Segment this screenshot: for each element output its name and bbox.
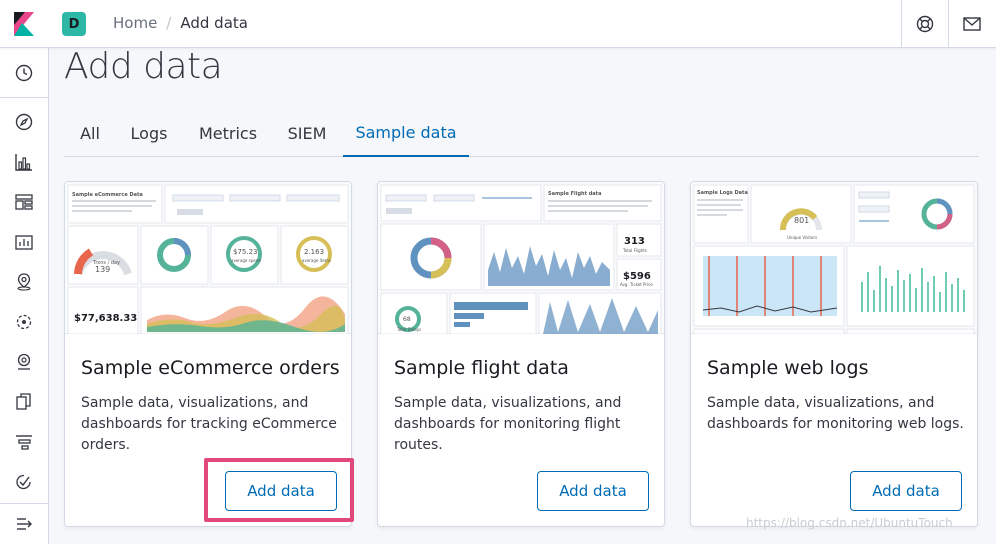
help-lifebuoy-icon <box>916 15 933 33</box>
kibana-logo-icon[interactable] <box>0 0 48 48</box>
logs-icon <box>16 393 31 410</box>
dashboard-icon <box>15 194 33 210</box>
nav-canvas[interactable] <box>0 222 48 262</box>
canvas-icon <box>15 235 33 250</box>
uptime-icon <box>16 474 31 490</box>
card-title: Sample eCommerce orders <box>81 357 340 379</box>
tab-metrics[interactable]: Metrics <box>198 124 258 143</box>
breadcrumb-separator: / <box>166 14 172 32</box>
add-flight-data-button[interactable]: Add data <box>537 471 649 511</box>
nav-machine-learning[interactable] <box>0 302 48 342</box>
thumb-heading: Sample eCommerce Data <box>72 192 143 198</box>
page-title: Add data <box>64 46 223 87</box>
side-nav <box>0 48 49 544</box>
nav-collapse-toggle[interactable] <box>0 504 48 544</box>
thumb-gauge-caption: Unique Visitors <box>787 235 817 240</box>
add-web-logs-data-button[interactable]: Add data <box>850 471 962 511</box>
thumb-donut2-caption: average items <box>302 258 331 263</box>
flights-dashboard-thumbnail: Sample Flight data 313 Total Flights $59… <box>378 182 664 335</box>
apm-icon <box>16 435 32 450</box>
thumb-gauge-caption: Trxns / day <box>92 260 120 266</box>
add-ecommerce-data-button[interactable]: Add data <box>225 471 337 511</box>
card-sample-flights: Sample Flight data 313 Total Flights $59… <box>377 181 665 527</box>
card-sample-ecommerce: Sample eCommerce Data Trxns / day 139 $7… <box>64 181 352 527</box>
tab-siem[interactable]: SIEM <box>287 124 327 143</box>
nav-uptime[interactable] <box>0 462 48 502</box>
thumb-heading: Sample Flight data <box>548 191 601 197</box>
nav-visualize[interactable] <box>0 142 48 182</box>
mail-icon <box>962 17 981 31</box>
breadcrumb: Home / Add data <box>113 14 248 32</box>
card-description: Sample data, visualizations, and dashboa… <box>394 395 622 453</box>
card-description: Sample data, visualizations, and dashboa… <box>707 395 964 432</box>
nav-dashboard[interactable] <box>0 182 48 222</box>
thumb-metric2: $596 <box>623 271 651 282</box>
space-avatar[interactable]: D <box>62 12 86 36</box>
thumb-gauge-value: 801 <box>794 216 809 225</box>
thumb-metric1-caption: Total Flights <box>622 248 647 253</box>
compass-icon <box>15 113 33 131</box>
thumb-total: $77,638.33 <box>74 313 137 324</box>
thumb-donut-value: 68 <box>403 316 411 323</box>
thumb-heading: Sample Logs Data <box>697 190 748 196</box>
newsfeed-button[interactable] <box>948 0 994 48</box>
visualize-chart-icon <box>15 154 32 171</box>
thumb-donut-caption: Total Delays <box>396 327 421 332</box>
nav-discover[interactable] <box>0 102 48 142</box>
thumb-metric2-caption: Avg. Ticket Price <box>620 282 653 287</box>
thumb-gauge-value: 139 <box>95 265 110 274</box>
thumb-metric1: 313 <box>624 236 645 247</box>
top-header: D Home / Add data <box>0 0 996 48</box>
nav-divider <box>0 503 48 504</box>
nav-infrastructure[interactable] <box>0 342 48 382</box>
breadcrumb-current: Add data <box>180 14 248 32</box>
tab-all[interactable]: All <box>80 124 100 143</box>
tab-bar: All Logs Metrics SIEM Sample data <box>64 110 979 157</box>
card-title: Sample web logs <box>707 357 869 379</box>
card-title: Sample flight data <box>394 357 569 379</box>
tab-sample-data[interactable]: Sample data <box>343 110 469 157</box>
tab-logs[interactable]: Logs <box>130 124 168 143</box>
ecommerce-dashboard-thumbnail: Sample eCommerce Data Trxns / day 139 $7… <box>65 182 351 335</box>
clock-icon <box>15 64 33 82</box>
breadcrumb-home[interactable]: Home <box>113 14 158 32</box>
infrastructure-icon <box>17 353 31 370</box>
thumb-donut-value: $75.23 <box>233 248 258 256</box>
menu-collapse-icon <box>17 518 32 530</box>
logs-dashboard-thumbnail: Sample Logs Data 801 Unique Visitors <box>691 182 977 335</box>
machine-learning-icon <box>16 314 32 330</box>
watermark: https://blog.csdn.net/UbuntuTouch <box>746 516 953 530</box>
help-button[interactable] <box>901 0 947 48</box>
thumb-donut-caption: average spend <box>231 258 261 263</box>
nav-logs[interactable] <box>0 382 48 422</box>
card-sample-web-logs: Sample Logs Data 801 Unique Visitors Sam… <box>690 181 978 527</box>
highlight-box <box>204 458 354 522</box>
card-description: Sample data, visualizations, and dashboa… <box>81 395 337 453</box>
nav-recently-viewed[interactable] <box>0 53 48 93</box>
nav-divider <box>0 97 48 98</box>
thumb-donut2-value: 2.163 <box>304 248 324 256</box>
nav-maps[interactable] <box>0 262 48 302</box>
nav-apm[interactable] <box>0 422 48 462</box>
map-pin-icon <box>17 273 31 291</box>
